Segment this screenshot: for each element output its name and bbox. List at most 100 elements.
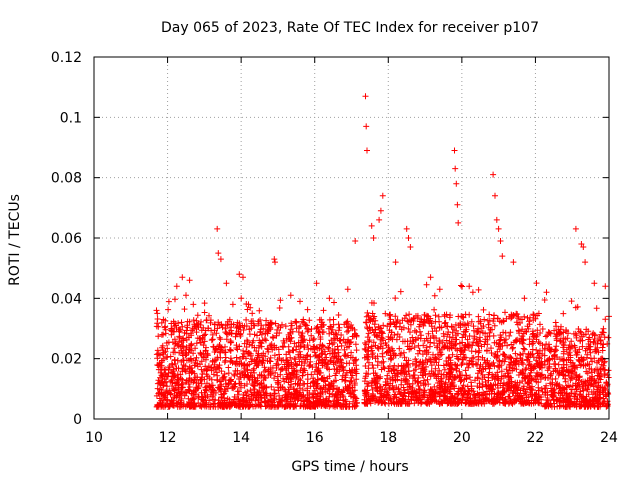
roti-point <box>480 306 487 313</box>
roti-point <box>243 316 250 323</box>
roti-point <box>155 350 162 357</box>
roti-point <box>326 373 333 380</box>
roti-point <box>348 374 355 381</box>
roti-point <box>496 340 503 347</box>
roti-point <box>516 330 523 337</box>
roti-point <box>518 369 525 376</box>
roti-point <box>494 315 501 322</box>
roti-point <box>453 336 460 343</box>
roti-point <box>464 383 471 390</box>
roti-point <box>171 373 178 380</box>
roti-point <box>276 330 283 336</box>
roti-point <box>459 334 466 341</box>
roti-point <box>490 359 497 366</box>
roti-point <box>179 323 186 330</box>
roti-point <box>353 332 360 339</box>
roti-point <box>333 353 340 360</box>
roti-point <box>235 324 241 331</box>
roti-point <box>404 338 411 345</box>
y-tick-label: 0.12 <box>51 50 82 66</box>
roti-point <box>488 399 495 405</box>
roti-point <box>193 384 200 391</box>
roti-point <box>353 347 360 354</box>
roti-point <box>215 364 222 371</box>
roti-point <box>452 341 459 347</box>
roti-point <box>466 341 473 348</box>
roti-point <box>228 378 234 385</box>
roti-point <box>246 350 253 357</box>
roti-point <box>496 357 503 364</box>
roti-point <box>491 353 498 359</box>
roti-point <box>208 327 215 334</box>
roti-point <box>263 337 269 344</box>
x-tick-label: 24 <box>600 430 618 446</box>
roti-point <box>192 323 199 330</box>
roti-point <box>257 326 264 333</box>
roti-point <box>233 402 240 409</box>
roti-point <box>231 396 238 403</box>
roti-point <box>172 340 179 347</box>
roti-point <box>234 388 241 395</box>
roti-point <box>287 403 293 410</box>
roti-point <box>375 345 382 352</box>
roti-point <box>310 383 317 390</box>
roti-point <box>425 330 432 337</box>
roti-point <box>313 360 320 367</box>
roti-point <box>532 315 539 322</box>
roti-point <box>252 397 259 404</box>
roti-point <box>224 395 231 402</box>
roti-point <box>170 349 177 356</box>
roti-point <box>362 346 369 353</box>
roti-point <box>530 311 537 318</box>
roti-point <box>393 400 400 407</box>
roti-point <box>298 332 305 339</box>
roti-point <box>238 380 245 387</box>
roti-point <box>401 315 408 322</box>
x-tick-label: 12 <box>159 430 177 446</box>
roti-point <box>247 387 254 394</box>
roti-point <box>441 333 447 340</box>
roti-point <box>401 389 408 396</box>
roti-point <box>306 403 313 410</box>
roti-point <box>352 397 359 404</box>
roti-point <box>274 356 281 363</box>
roti-point <box>314 380 321 387</box>
y-tick-label: 0.02 <box>51 352 82 368</box>
roti-point <box>369 395 376 402</box>
roti-point <box>158 403 165 410</box>
roti-point <box>337 403 344 410</box>
roti-point <box>200 354 207 361</box>
roti-point <box>178 375 184 382</box>
roti-point <box>230 321 237 328</box>
roti-point <box>186 387 193 394</box>
roti-point <box>237 400 244 407</box>
roti-point <box>299 393 306 400</box>
roti-point <box>486 311 493 318</box>
roti-point <box>424 376 431 383</box>
roti-point <box>505 373 512 380</box>
roti-point <box>401 369 408 376</box>
roti-point <box>216 378 223 385</box>
roti-point <box>197 322 204 328</box>
roti-point <box>255 320 262 327</box>
roti-point <box>449 351 456 358</box>
roti-point <box>418 400 424 407</box>
roti-point <box>291 367 298 374</box>
roti-point <box>363 319 370 326</box>
roti-point <box>258 359 265 366</box>
roti-point <box>292 318 299 325</box>
roti-point <box>352 341 359 348</box>
roti-point <box>295 329 302 335</box>
roti-point <box>374 332 381 339</box>
roti-point <box>461 321 468 328</box>
roti-point <box>297 323 304 330</box>
roti-point <box>448 344 455 351</box>
roti-point <box>274 326 281 333</box>
roti-point <box>204 373 211 380</box>
roti-point <box>164 345 171 352</box>
roti-point <box>436 389 442 395</box>
roti-point <box>163 383 170 390</box>
roti-point <box>378 328 385 335</box>
roti-point <box>210 401 217 407</box>
roti-point <box>436 347 443 353</box>
